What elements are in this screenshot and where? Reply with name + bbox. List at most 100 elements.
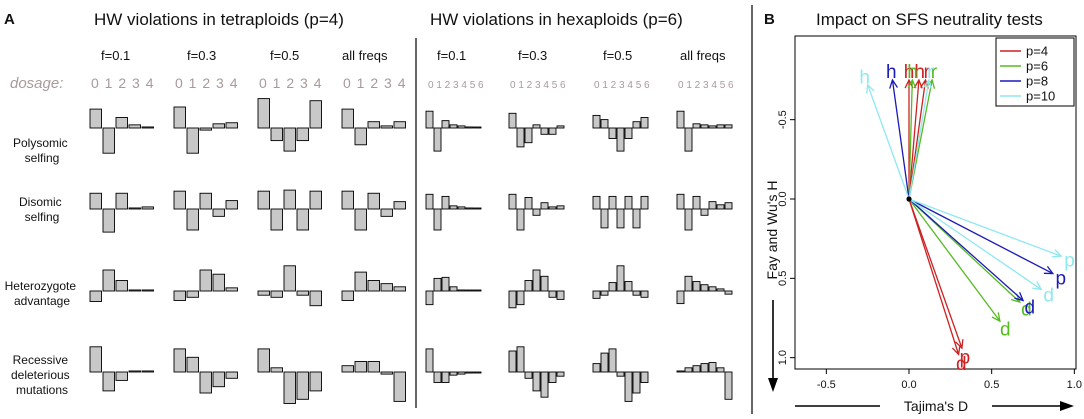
dosage-bar — [516, 346, 525, 373]
dosage-bar — [548, 127, 557, 135]
dosage-bar — [708, 125, 717, 129]
dosage-bar — [283, 265, 296, 292]
dosage-bar — [393, 286, 406, 292]
dosage-bar — [425, 290, 434, 306]
dosage-bar — [473, 289, 482, 292]
dosage-bar — [425, 348, 434, 373]
legend-box — [995, 37, 1075, 107]
row-label-disomic: Disomic selfing — [19, 195, 65, 224]
vector-arrow — [891, 79, 910, 200]
vector-arrow — [908, 79, 920, 200]
dosage-bar — [449, 371, 458, 376]
vector-label: h — [904, 62, 915, 83]
dosage-bar — [270, 127, 283, 142]
dosage-bar — [380, 125, 393, 129]
dosage-bar — [457, 125, 466, 129]
dosage-bar — [89, 290, 102, 302]
dosage-bar — [115, 192, 128, 210]
dosage-numbers: 0 1 2 3 4 5 6 — [428, 80, 484, 91]
row-label-heterozygote: Heterozygote advantage — [5, 279, 80, 308]
vector-label: h — [914, 62, 925, 83]
freq-label: all freqs — [342, 48, 388, 63]
vector-label: d — [956, 354, 967, 375]
dosage-bar — [257, 190, 270, 210]
dosage-bar — [592, 290, 601, 299]
dosage-bar — [624, 127, 633, 139]
x-axis-title: Tajima's D — [904, 398, 968, 414]
dosage-bar — [684, 275, 693, 292]
dosage-bar — [380, 283, 393, 292]
bar-grid — [89, 98, 733, 404]
dosage-bar — [708, 201, 717, 210]
dosage-bar — [592, 114, 601, 129]
dosage-bar — [556, 205, 565, 210]
dosage-bar — [508, 193, 517, 210]
dosage-bar — [716, 124, 725, 129]
dosage-bar — [692, 365, 701, 373]
dosage-bar — [225, 287, 238, 292]
vector-label: p — [1064, 250, 1075, 271]
dosage-bar — [367, 280, 380, 292]
dosage-bar — [309, 290, 322, 307]
vector-arrow — [908, 198, 963, 349]
dosage-bar — [556, 290, 565, 300]
dosage-bar — [676, 193, 685, 210]
dosage-bar — [624, 281, 633, 292]
freq-label: f=0.5 — [270, 48, 299, 63]
vector-arrow — [867, 84, 910, 200]
dosage-bar — [199, 127, 212, 131]
dosage-bar — [600, 352, 609, 373]
dosage-bar — [508, 350, 517, 373]
dosage-bar — [341, 290, 354, 301]
dosage-bar — [684, 127, 693, 152]
x-axis-arrowhead — [1060, 401, 1074, 411]
dosage-bar — [473, 371, 482, 374]
dosage-bar — [676, 110, 685, 129]
dosage-bar — [102, 127, 115, 154]
dosage-bar — [173, 190, 186, 210]
dosage-bar — [692, 195, 701, 210]
x-tick-label: 0.0 — [901, 379, 916, 391]
dosage-bar — [441, 371, 450, 383]
dosage-bar — [724, 371, 733, 400]
dosage-bar — [457, 289, 466, 292]
dosage-bar — [700, 208, 709, 216]
dosage-bar — [173, 348, 186, 373]
dosage-bar — [257, 348, 270, 373]
vector-label: p — [960, 348, 971, 369]
dosage-bar — [640, 195, 649, 210]
dosage-bar — [556, 125, 565, 129]
dosage-bar — [115, 280, 128, 292]
dosage-bar — [89, 346, 102, 373]
dosage-bar — [393, 201, 406, 210]
dosage-bar — [441, 276, 450, 292]
dosage-bar — [516, 127, 525, 148]
dosage-bar — [128, 207, 141, 210]
plot-frame — [794, 35, 1077, 370]
vector-arrowhead — [1043, 265, 1055, 275]
dosage-bar — [141, 289, 154, 292]
dosage-bar — [676, 370, 685, 373]
dosage-bar — [393, 371, 406, 402]
dosage-bar — [89, 108, 102, 129]
legend-label: p=8 — [1026, 74, 1048, 89]
dosage-bar — [540, 275, 549, 292]
dosage-bar — [624, 195, 633, 210]
dosage-bar — [212, 123, 225, 129]
dosage-bar — [632, 290, 641, 296]
dosage-bar — [592, 363, 601, 373]
dosage-bar — [380, 208, 393, 217]
dosage-bar — [186, 290, 199, 298]
vector-label: h — [859, 67, 870, 88]
dosage-numbers: 0 1 2 3 4 5 6 — [594, 80, 650, 91]
x-tick-label: 1.0 — [1067, 379, 1082, 391]
dosage-bar — [608, 348, 617, 373]
vector-label: h — [886, 62, 897, 83]
vector-arrowhead — [951, 345, 961, 356]
dosage-bar — [367, 121, 380, 129]
dosage-bar — [449, 205, 458, 210]
y-tick-label: 0.5 — [777, 271, 789, 286]
dosage-bar — [393, 121, 406, 129]
freq-label: f=0.3 — [518, 48, 547, 63]
dosage-numbers: 0 1 2 3 4 — [343, 75, 407, 91]
